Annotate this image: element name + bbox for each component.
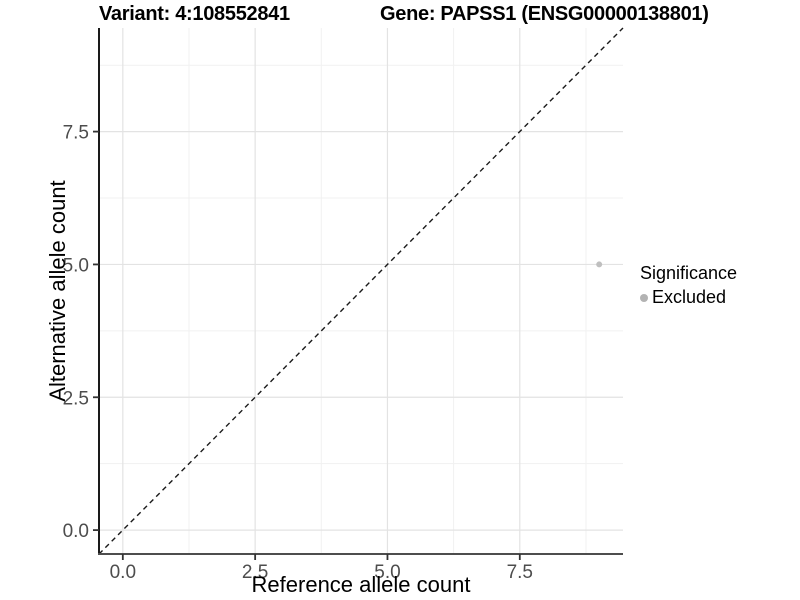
y-axis-title: Alternative allele count (45, 180, 70, 402)
legend-entry-label: Excluded (652, 287, 727, 307)
y-tick-label: 2.5 (63, 388, 89, 409)
y-tick-label: 0.0 (63, 521, 89, 542)
x-tick-label: 7.5 (507, 562, 533, 583)
legend-entry-excluded: Excluded (640, 287, 737, 308)
x-tick-label: 5.0 (374, 562, 400, 583)
data-point-excluded (596, 261, 603, 268)
y-tick-label: 5.0 (63, 255, 89, 276)
legend: Significance Excluded (640, 263, 737, 308)
x-tick-label: 2.5 (242, 562, 268, 583)
identity-dashed-line (98, 27, 624, 555)
x-tick-label: 0.0 (110, 562, 136, 583)
legend-title: Significance (640, 263, 738, 283)
legend-point-icon (640, 293, 648, 302)
x-axis-title: Reference allele count (251, 572, 471, 597)
plot-title-gene: Gene: PAPSS1 (ENSG00000138801) (380, 3, 709, 25)
plot-title-variant: Variant: 4:108552841 (99, 3, 290, 25)
y-tick-label: 7.5 (63, 123, 89, 144)
